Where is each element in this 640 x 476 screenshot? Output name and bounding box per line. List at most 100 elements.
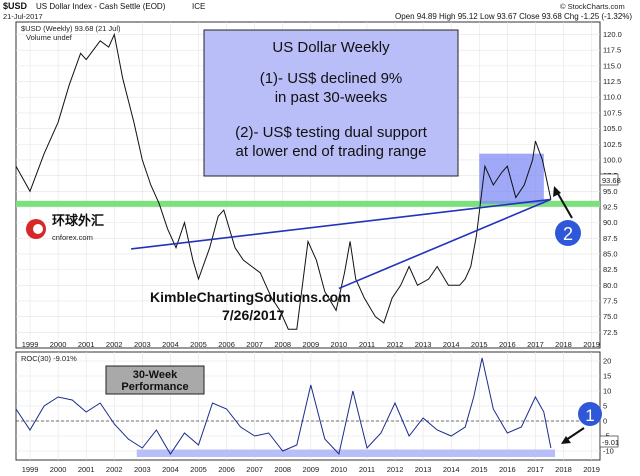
last-price-value: 93.68 [602, 176, 621, 185]
roc-year-label: 2006 [218, 465, 235, 474]
roc-tick-label: 15 [603, 372, 611, 381]
roc-year-label: 2013 [415, 465, 432, 474]
marker-1-label: 1 [585, 406, 594, 425]
cnforex-logo: 环球外汇 cnforex.com [26, 213, 104, 242]
roc-date-axis: 1999 2000 2001 2002 2003 2004 2005 2006 2007 2008… [22, 465, 600, 474]
price-year-label: 2019 [583, 340, 600, 349]
watermark-date: 7/26/2017 [222, 307, 284, 323]
price-year-label: 2012 [387, 340, 404, 349]
marker-2-circle [555, 220, 581, 246]
roc-tick-label: 10 [603, 387, 611, 396]
price-year-label: 2015 [471, 340, 488, 349]
annotation-box [203, 29, 459, 177]
roc-year-label: 2016 [499, 465, 516, 474]
price-tick-label: 105.0 [603, 124, 622, 133]
roc-year-label: 2008 [274, 465, 291, 474]
roc-title-line-1: 30-Week [133, 369, 178, 381]
last-roc-tag [599, 435, 619, 448]
price-line [15, 32, 552, 330]
roc-year-label: 2003 [134, 465, 151, 474]
volume-legend: Volume undef [26, 33, 73, 42]
price-tick-label: 75.0 [603, 312, 618, 321]
roc-year-label: 2017 [527, 465, 544, 474]
price-date-axis: 1999 2000 2001 2002 2003 2004 2005 2006 2007 2008… [22, 340, 600, 349]
price-tick-label: 80.0 [603, 281, 618, 290]
price-year-label: 2002 [106, 340, 123, 349]
lower-trendline [338, 198, 552, 290]
last-roc-value: -9.01 [602, 438, 619, 447]
price-year-label: 2011 [359, 340, 375, 349]
price-year-label: 2003 [134, 340, 151, 349]
price-year-label: 2005 [190, 340, 207, 349]
price-tick-label: 112.5 [603, 77, 621, 86]
marker-1-circle [578, 402, 602, 426]
annotation-line-4: at lower end of trading range [236, 143, 427, 160]
source-credit: © StockCharts.com [560, 2, 625, 11]
roc-low-band [136, 449, 556, 457]
chart-title: US Dollar Weekly [272, 39, 390, 56]
upper-trendline [131, 198, 551, 250]
roc-label-box [105, 365, 205, 395]
price-tick-label: 120.0 [603, 30, 622, 39]
price-year-label: 2017 [527, 340, 544, 349]
price-legend: $USD (Weekly) 93.68 (21 Jul) [21, 24, 121, 33]
roc-year-label: 2012 [387, 465, 404, 474]
price-year-label: 2014 [443, 340, 460, 349]
roc-line [15, 357, 552, 456]
price-tick-label: 90.0 [603, 218, 618, 227]
marker-2-arrow [556, 191, 573, 219]
roc-year-label: 2004 [162, 465, 179, 474]
roc-year-label: 2007 [246, 465, 263, 474]
price-year-label: 2009 [302, 340, 319, 349]
roc-year-label: 2002 [106, 465, 123, 474]
roc-year-label: 2005 [190, 465, 207, 474]
watermark-site: KimbleChartingSolutions.com [150, 289, 351, 305]
roc-tick-label: 20 [603, 357, 611, 366]
roc-year-label: 2010 [331, 465, 348, 474]
marker-2-arrowhead [553, 186, 561, 197]
price-year-label: 2007 [246, 340, 263, 349]
logo-en: cnforex.com [52, 233, 93, 242]
roc-year-label: 2014 [443, 465, 460, 474]
price-year-label: 2010 [331, 340, 348, 349]
header-date: 21-Jul-2017 [3, 12, 43, 21]
marker-1-arrowhead [561, 436, 571, 444]
roc-year-label: 2000 [50, 465, 67, 474]
roc-year-label: 2018 [555, 465, 572, 474]
roc-year-label: 1999 [22, 465, 39, 474]
price-tick-label: 77.5 [603, 296, 618, 305]
annotation-line-1: (1)- US$ declined 9% [260, 70, 403, 87]
price-tick-label: 95.0 [603, 187, 618, 196]
symbol: $USD [3, 1, 28, 11]
roc-tick-label: 5 [603, 402, 607, 411]
quote-line: Open 94.89 High 95.12 Low 93.67 Close 93… [395, 12, 632, 21]
roc-year-label: 2011 [359, 465, 375, 474]
price-year-label: 2006 [218, 340, 235, 349]
price-tick-label: 92.5 [603, 202, 618, 211]
roc-year-label: 2001 [78, 465, 95, 474]
roc-tick-label: -10 [603, 447, 614, 456]
price-year-label: 1999 [22, 340, 39, 349]
roc-tick-label: 0 [603, 417, 607, 426]
roc-year-label: 2019 [583, 465, 600, 474]
price-year-label: 2004 [162, 340, 179, 349]
price-tick-label: 115.0 [603, 61, 621, 70]
marker-2-label: 2 [563, 224, 573, 244]
logo-cn: 环球外汇 [52, 213, 104, 228]
last-price-tag [599, 173, 619, 186]
price-tick-label: 82.5 [603, 265, 618, 274]
annotation-line-2: in past 30-weeks [275, 89, 388, 106]
roc-legend: ROC(30) -9.01% [21, 354, 77, 363]
roc-title-line-2: Performance [121, 381, 188, 393]
price-year-label: 2000 [50, 340, 67, 349]
price-year-label: 2016 [499, 340, 516, 349]
marker-1-arrow [565, 427, 585, 441]
price-tick-label: 85.0 [603, 249, 618, 258]
price-year-label: 2001 [78, 340, 95, 349]
price-tick-label: 100.0 [603, 155, 622, 164]
annotation-line-3: (2)- US$ testing dual support [235, 124, 428, 141]
roc-year-label: 2015 [471, 465, 488, 474]
price-tick-label: 107.5 [603, 108, 622, 117]
price-year-label: 2013 [415, 340, 432, 349]
